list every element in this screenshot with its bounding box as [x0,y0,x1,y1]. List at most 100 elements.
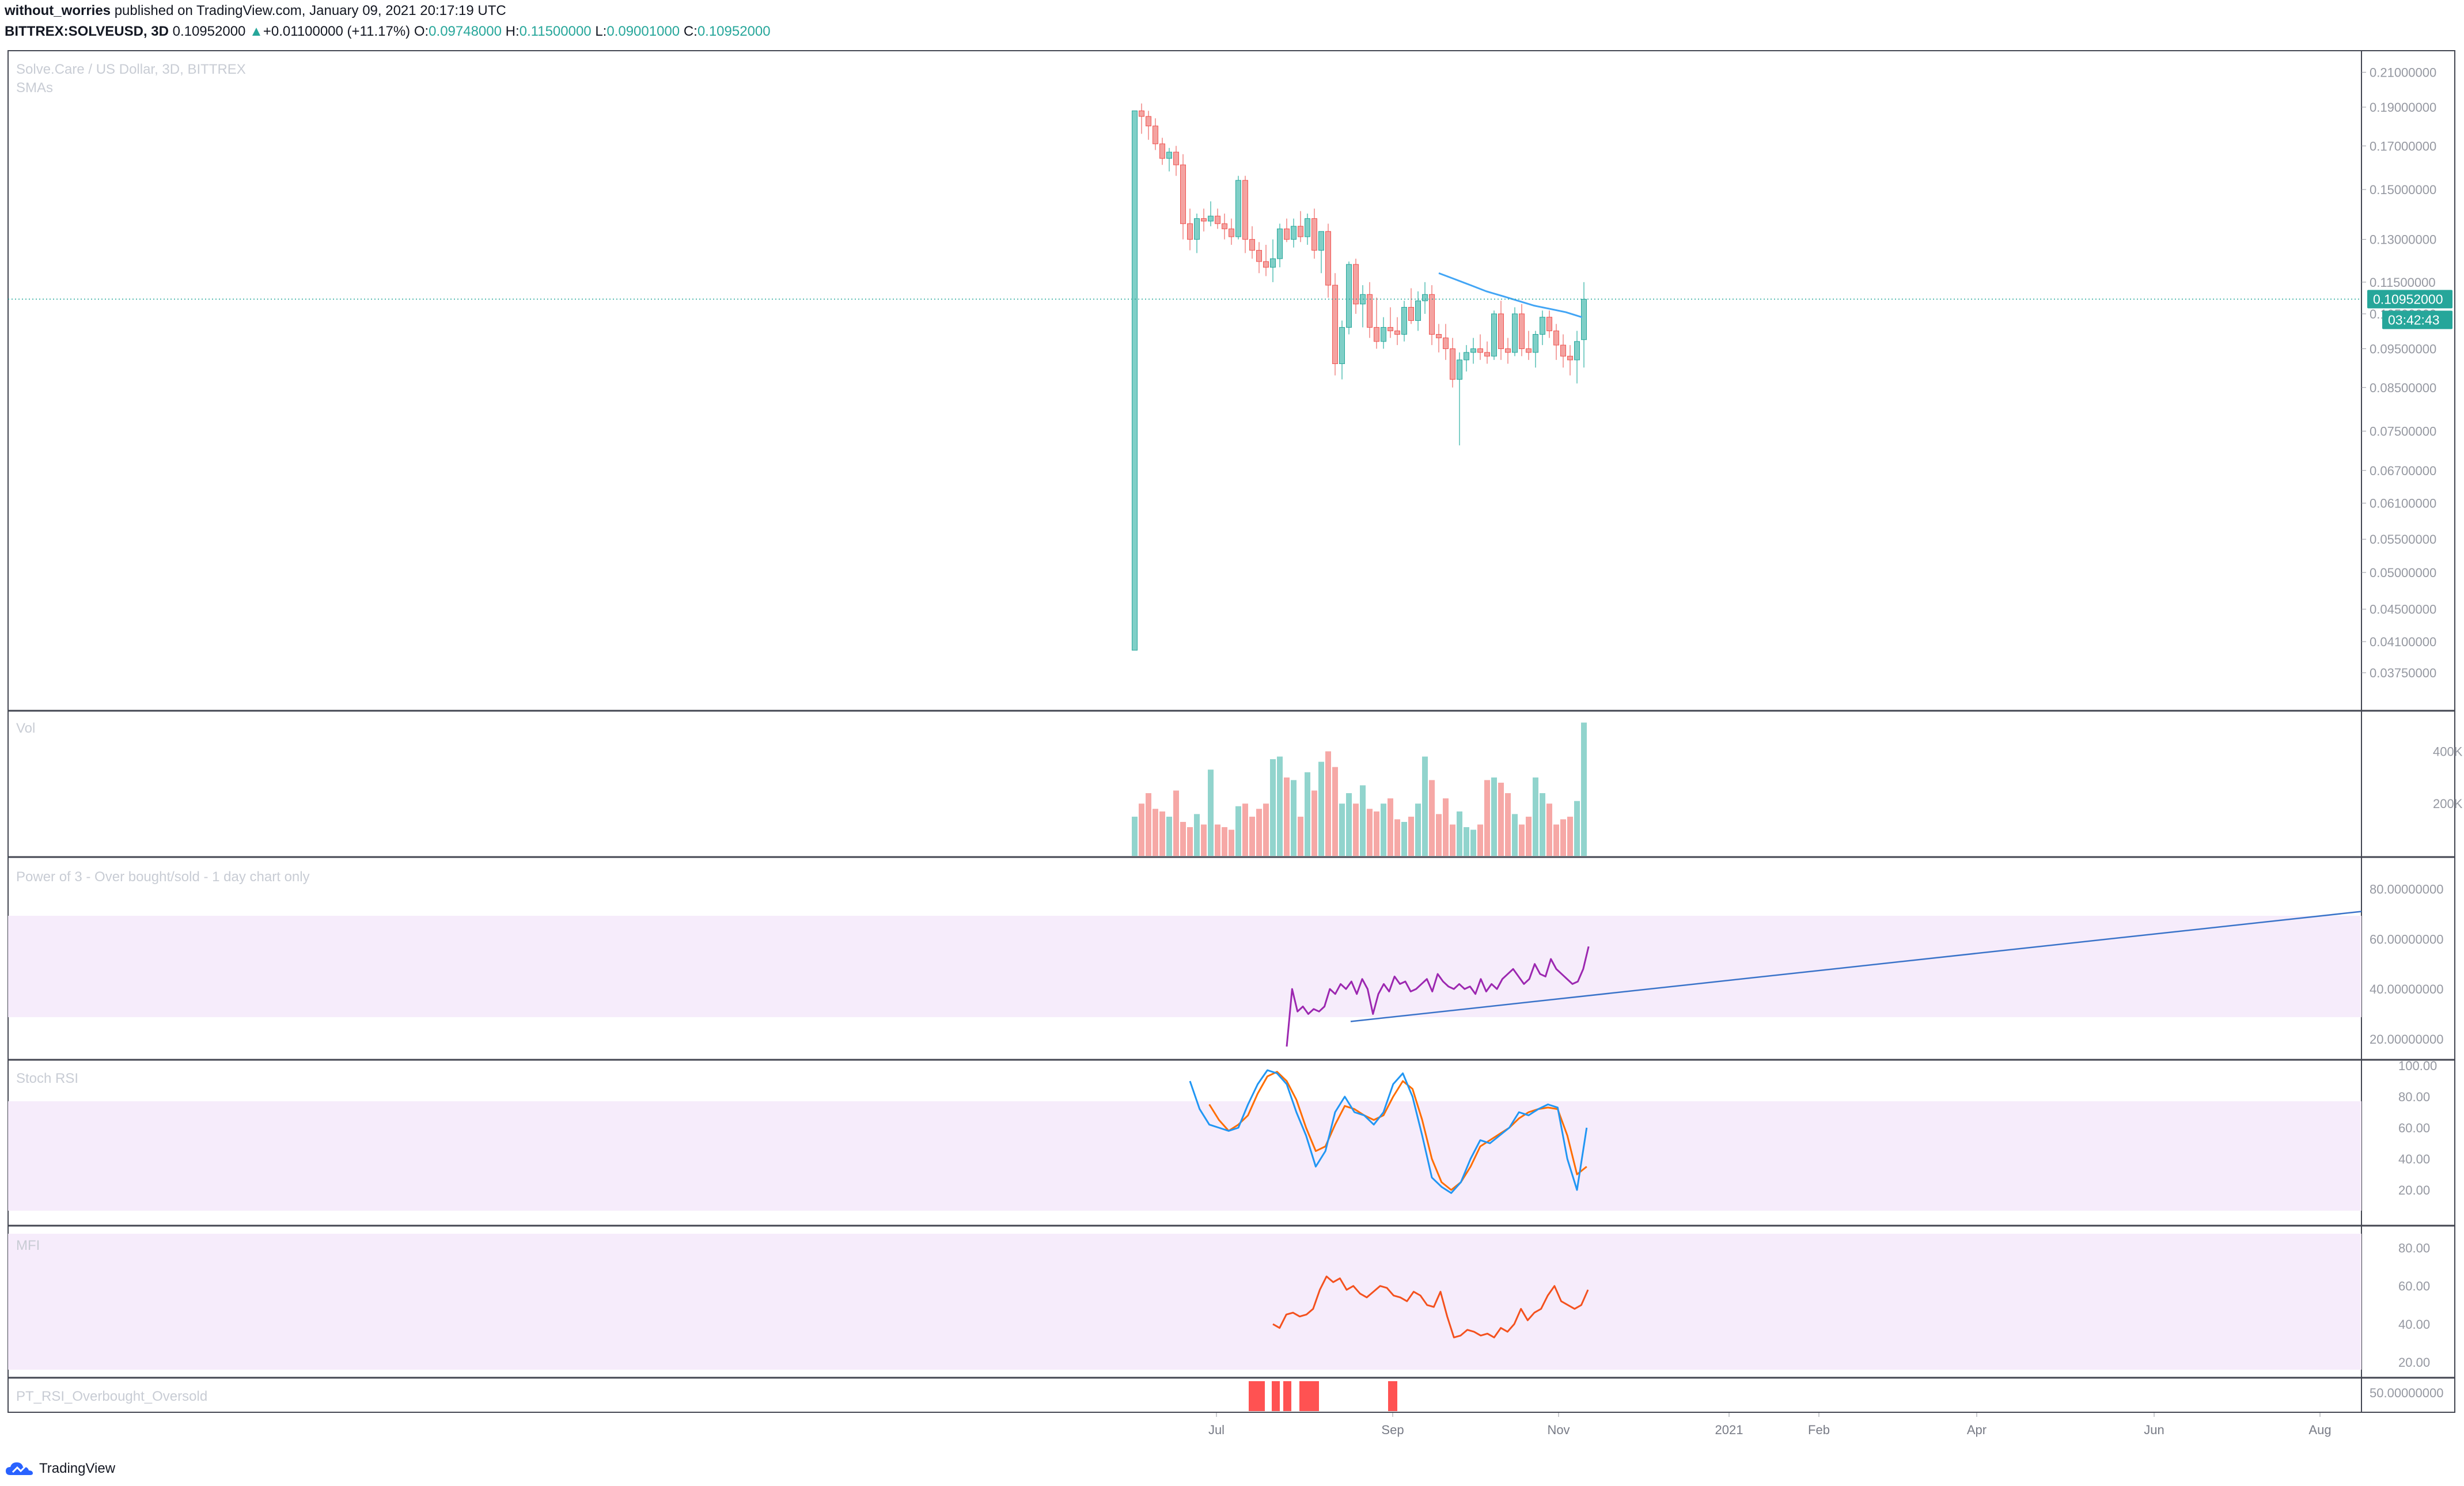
price-tick-label: 0.19000000 [2370,100,2436,115]
volume-bar [1277,756,1283,856]
indicator-bands [8,916,2361,1370]
candle-body [1533,334,1538,353]
volume-bar [1546,803,1552,856]
price-tick-label: 0.11500000 [2370,275,2436,290]
candle-body [1305,218,1310,237]
candle-body [1353,264,1359,305]
price-tick-label: 0.03750000 [2370,666,2436,680]
volume-bar [1381,803,1386,856]
pt-signal-bar [1311,1381,1319,1411]
candle-body [1298,226,1303,237]
pt-signal-bar [1283,1381,1291,1411]
stoch-tick-label: 20.00 [2398,1183,2430,1197]
candle-body [1346,264,1352,328]
volume-bar [1429,780,1435,856]
candle-body [1270,258,1276,268]
volume-bar [1222,827,1227,856]
candle-body [1180,164,1186,224]
volume-bar [1560,819,1566,856]
price-tick-label: 0.05500000 [2370,532,2436,547]
volume-series [1132,722,1587,856]
price-tick-label: 0.15000000 [2370,183,2436,197]
volume-bar [1464,827,1469,856]
candle-body [1173,151,1179,165]
volume-bar [1159,811,1165,856]
candle-body [1159,143,1165,159]
pt-signal-bar [1249,1381,1265,1411]
candle-body [1153,126,1158,145]
volume-bar [1477,824,1483,856]
candle-body [1318,231,1324,251]
candle-body [1166,151,1172,159]
volume-bar [1235,806,1241,856]
candle-body [1484,352,1490,357]
volume-tick-label: 200K [2433,797,2463,811]
time-axis[interactable]: Jul Sep Nov 2021 Feb Apr Jun Aug [8,1412,2455,1437]
last-price-tag-text: 0.10952000 [2373,291,2443,306]
time-tick-label: Aug [2308,1423,2331,1437]
published-text: published on TradingView.com, January 09… [111,3,506,18]
volume-bar [1201,824,1207,856]
price-tick-label: 0.17000000 [2370,139,2436,153]
tradingview-logo[interactable]: TradingView [5,1457,115,1480]
power-trendline [1350,911,2362,1022]
volume-bar [1367,809,1373,856]
time-tick-label: Jun [2144,1423,2164,1437]
countdown-tag [2382,310,2452,329]
volume-bar [1242,803,1248,856]
volume-bar [1470,829,1476,856]
candle-body [1367,294,1373,328]
candle-body [1422,294,1428,301]
candle-body [1540,317,1545,335]
volume-bar [1450,824,1455,856]
candle-body [1574,341,1580,361]
candle-body [1470,348,1476,353]
volume-bar [1443,798,1449,856]
mfi-tick-label: 60.00 [2398,1279,2430,1294]
volume-bar [1153,809,1158,856]
power-tick-label: 20.00000000 [2370,1032,2443,1047]
stoch-series [1189,1069,1588,1194]
candle-body [1457,359,1462,380]
volume-bar [1533,777,1538,856]
pt-signal-bar [1299,1381,1312,1411]
candle-body [1560,344,1566,357]
volume-bar [1187,827,1193,856]
author-name[interactable]: without_worries [5,3,111,18]
pt-signal-bar [1388,1381,1397,1411]
pt-tick-label: 50.00000000 [2370,1386,2443,1400]
candle-body [1491,313,1497,357]
candle-body [1546,317,1552,331]
candle-body [1401,306,1407,335]
volume-bar [1256,809,1262,856]
volume-bar [1401,822,1407,856]
sma-line [1438,272,1582,319]
candle-body [1415,300,1421,321]
sma-series [8,272,2361,319]
candle-body [1408,306,1414,321]
stoch-tick-label: 100.00 [2398,1059,2437,1073]
main-pane-title: Solve.Care / US Dollar, 3D, BITTREX [16,62,246,77]
candle-body [1505,348,1511,353]
volume-bar [1132,816,1138,856]
candle-body [1498,313,1504,349]
pt-signal-bar [1272,1381,1280,1411]
volume-bar [1360,785,1366,856]
volume-bar [1498,782,1504,856]
price-tick-label: 0.06700000 [2370,464,2436,478]
power-line [1286,946,1590,1047]
stoch-k-line [1189,1069,1588,1194]
candle-body [1242,180,1248,240]
volume-bar [1305,772,1310,856]
volume-bar [1298,816,1303,856]
volume-bar [1491,777,1497,856]
time-tick-label: Jul [1208,1423,1225,1437]
candle-body [1464,352,1469,361]
candle-body [1519,313,1525,349]
volume-bar [1374,811,1379,856]
candle-body [1139,110,1144,117]
volume-bar [1353,803,1359,856]
price-tick-label: 0.04500000 [2370,602,2436,617]
price-axes[interactable]: 0.21000000 0.19000000 0.17000000 0.15000000… [2361,65,2463,1400]
